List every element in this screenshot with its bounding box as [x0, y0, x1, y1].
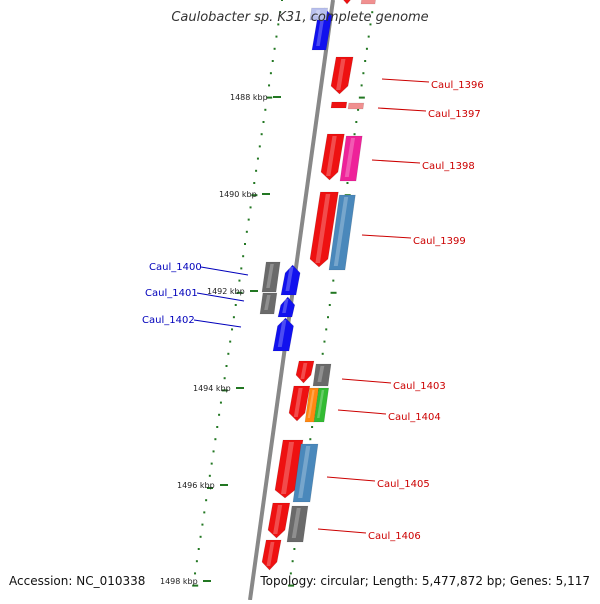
- gene-feature-caul-1401-highlight: [282, 299, 289, 313]
- gene-feature-top-partial-pale[interactable]: [360, 0, 376, 5]
- topology-text: Topology: circular; Length: 5,477,872 bp…: [260, 574, 590, 588]
- gene-feature-caul-1400[interactable]: [280, 264, 301, 296]
- gene-feature-caul-1404-orange-highlight: [307, 390, 315, 418]
- leader-line: [381, 78, 430, 83]
- gene-feature-bottom-highlight: [266, 542, 275, 566]
- leader-line: [193, 319, 242, 328]
- gene-feature-caul-1403-b-highlight: [317, 366, 325, 382]
- gene-feature-caul-1400-gray-highlight: [266, 264, 274, 288]
- gene-feature-caul-1405-b-highlight: [298, 446, 311, 498]
- leader-line: [326, 476, 376, 482]
- leader-line: [317, 528, 367, 534]
- gene-feature-caul-1400-gray-b-highlight: [264, 295, 271, 310]
- scale-labels: 1488 kbp 1490 kbp 1492 kbp 1494 kbp 1496 kbp…: [160, 93, 281, 586]
- gene-features: [259, 0, 376, 571]
- gene-label-right[interactable]: Caul_1399: [413, 236, 466, 247]
- leader-line: [337, 409, 387, 415]
- gene-feature-caul-1404-green[interactable]: [313, 387, 330, 423]
- gene-label-right[interactable]: Caul_1405: [377, 479, 430, 490]
- gene-feature-caul-1403-highlight: [300, 363, 308, 379]
- gene-label-left[interactable]: Caul_1402: [142, 315, 195, 326]
- genome-backbone-axis: [248, 0, 335, 601]
- gene-feature-caul-1398-b[interactable]: [339, 135, 363, 182]
- gene-feature-caul-1406-b[interactable]: [286, 505, 309, 543]
- gene-label-left[interactable]: Caul_1400: [149, 262, 202, 273]
- scale-label: 1492 kbp: [207, 287, 245, 296]
- gene-feature-caul-1402[interactable]: [272, 317, 294, 352]
- gene-feature-caul-1404[interactable]: [288, 385, 311, 422]
- gene-feature-pale-blue-top-highlight: [314, 10, 321, 16]
- scale-label: 1496 kbp: [177, 481, 215, 490]
- gene-feature-pale-blue-top[interactable]: [309, 7, 329, 21]
- gene-feature-caul-1398-b-highlight: [344, 138, 356, 177]
- scale-label: 1490 kbp: [219, 190, 257, 199]
- gene-feature-caul-1400-highlight: [285, 267, 294, 291]
- leader-line: [341, 378, 392, 384]
- gene-feature-caul-1405-b[interactable]: [292, 443, 319, 503]
- gene-label-right[interactable]: Caul_1396: [431, 80, 484, 91]
- gene-feature-caul-1404-highlight: [293, 388, 303, 417]
- gene-feature-caul-1398-highlight: [326, 136, 337, 176]
- gene-feature-caul-1405-highlight: [281, 442, 295, 494]
- gene-feature-caul-1399-b[interactable]: [328, 194, 356, 271]
- gene-feature-caul-1406[interactable]: [267, 502, 291, 539]
- gene-feature-caul-1406-b-highlight: [291, 508, 301, 538]
- leader-line: [377, 107, 427, 112]
- gene-feature-caul-1396[interactable]: [330, 56, 354, 95]
- scale-label: 1494 kbp: [193, 384, 231, 393]
- gene-feature-caul-1403-b[interactable]: [312, 363, 332, 387]
- gene-feature-caul-1401[interactable]: [277, 296, 296, 318]
- leader-line: [361, 234, 412, 239]
- gene-feature-caul-1399[interactable]: [309, 191, 339, 268]
- gene-label-right[interactable]: Caul_1397: [428, 109, 481, 120]
- gene-feature-caul-1396-highlight: [336, 59, 346, 90]
- gene-label-left[interactable]: Caul_1401: [145, 288, 198, 299]
- gene-label-right[interactable]: Caul_1406: [368, 531, 421, 542]
- leader-lines: [193, 78, 430, 534]
- gene-feature-caul-1400-gray-b[interactable]: [259, 292, 278, 315]
- gene-feature-caul-1397-a[interactable]: [330, 101, 348, 109]
- gene-label-right[interactable]: Caul_1403: [393, 381, 446, 392]
- gene-feature-caul-1404-green-highlight: [317, 390, 325, 418]
- gene-feature-caul-1399-b-highlight: [333, 197, 349, 266]
- gene-feature-top-partial[interactable]: [340, 0, 355, 5]
- leader-line: [200, 266, 249, 276]
- scale-label: 1498 kbp: [160, 577, 198, 586]
- leader-line: [196, 292, 245, 302]
- gene-feature-bottom[interactable]: [261, 539, 282, 571]
- gene-feature-caul-1400-gray[interactable]: [261, 261, 281, 293]
- gene-feature-caul-1402-highlight: [277, 320, 287, 347]
- gene-feature-caul-1399-highlight: [315, 194, 331, 263]
- gene-feature-caul-1403[interactable]: [295, 360, 315, 384]
- leader-line: [371, 159, 421, 164]
- scale-label: 1488 kbp: [230, 93, 268, 102]
- accession-text: Accession: NC_010338: [9, 574, 146, 588]
- gene-label-right[interactable]: Caul_1398: [422, 161, 475, 172]
- gene-feature-caul-1406-highlight: [273, 505, 283, 534]
- scale-ticks-inner: [192, 0, 283, 587]
- gene-feature-caul-1397-b[interactable]: [347, 102, 365, 110]
- map-title: Caulobacter sp. K31, complete genome: [171, 10, 429, 25]
- gene-label-right[interactable]: Caul_1404: [388, 412, 441, 423]
- gene-feature-caul-1398[interactable]: [320, 133, 345, 181]
- gene-labels: Caul_1396 Caul_1397 Caul_1398 Caul_1399 Caul…: [142, 80, 484, 542]
